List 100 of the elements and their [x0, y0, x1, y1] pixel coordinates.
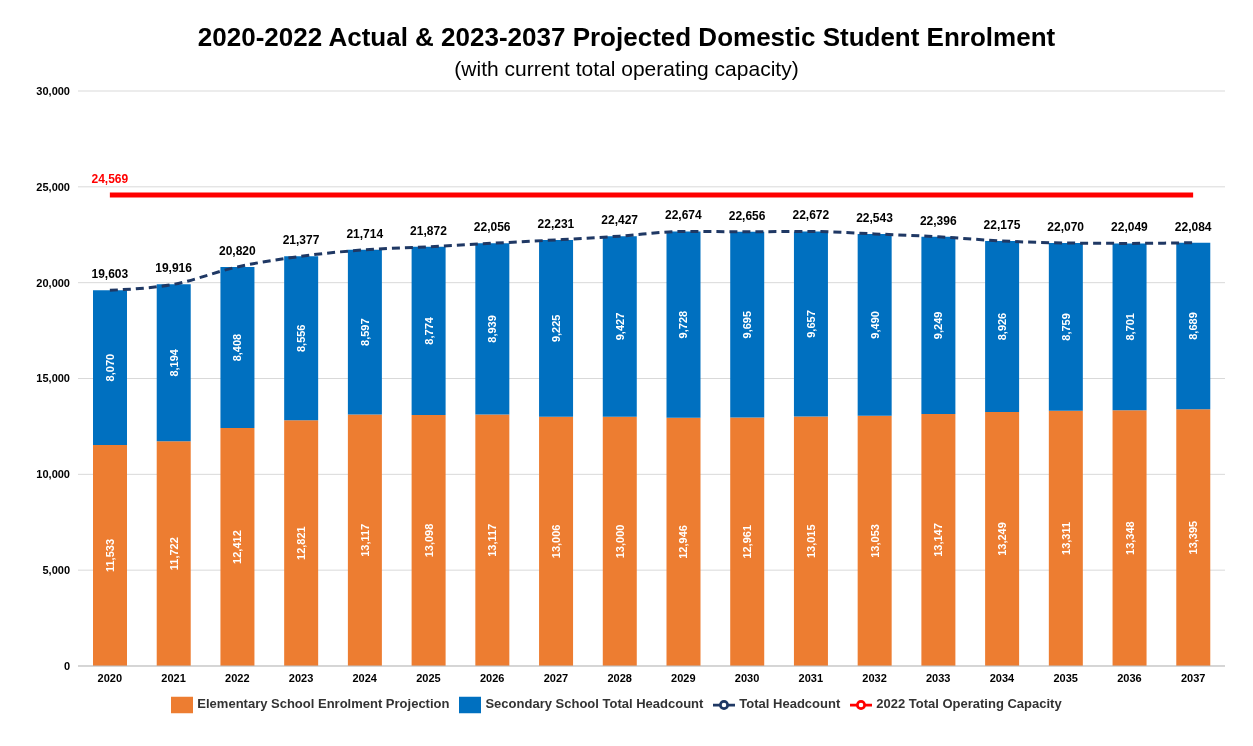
bar: [602, 236, 637, 417]
legend-label: Secondary School Total Headcount: [485, 696, 704, 712]
y-tick-label: 20,000: [36, 276, 70, 289]
data-label: 11,722: [167, 537, 180, 571]
data-label: 21,377: [282, 233, 320, 248]
data-label: 19,916: [155, 261, 193, 276]
data-label: 13,249: [996, 522, 1009, 556]
data-label: 22,656: [728, 208, 766, 223]
data-label: 8,774: [422, 316, 435, 345]
bar: [1112, 410, 1147, 666]
data-label: 9,427: [613, 312, 626, 341]
data-label: 8,556: [295, 324, 308, 353]
x-tick-label: 2022: [225, 671, 250, 684]
data-label: 22,084: [1174, 219, 1212, 234]
bar: [793, 231, 828, 417]
data-label: 9,225: [550, 314, 563, 343]
data-label: 22,672: [792, 208, 830, 223]
bar: [857, 415, 892, 666]
data-label: 13,311: [1059, 521, 1072, 555]
bar: [1112, 243, 1147, 411]
bar: [1048, 410, 1083, 666]
data-label: 22,674: [665, 208, 703, 223]
data-label: 13,117: [486, 523, 499, 557]
bar: [475, 414, 510, 666]
x-tick-label: 2037: [1180, 671, 1206, 684]
y-tick-label: 0: [63, 659, 70, 672]
data-label: 22,070: [1047, 219, 1085, 234]
legend-label: Elementary School Enrolment Projection: [197, 696, 450, 712]
bar: [475, 243, 510, 415]
x-tick-label: 2023: [288, 671, 314, 684]
data-label: 22,056: [473, 220, 511, 235]
data-label: 13,015: [804, 524, 817, 559]
bar: [93, 290, 127, 445]
data-label: 22,396: [919, 213, 957, 228]
data-label: 22,427: [601, 213, 639, 228]
data-label: 19,603: [91, 267, 129, 282]
bar: [985, 412, 1020, 666]
data-label: 20,820: [218, 243, 256, 258]
data-label: 13,348: [1123, 521, 1136, 555]
x-tick-label: 2030: [734, 671, 760, 684]
data-label: 22,543: [856, 210, 894, 225]
y-tick-label: 10,000: [36, 468, 70, 481]
bar: [857, 233, 892, 416]
bar: [347, 414, 382, 666]
data-label: 9,249: [932, 311, 945, 340]
bar: [1176, 242, 1211, 410]
data-label: 8,701: [1123, 313, 1136, 341]
bar: [539, 239, 574, 417]
bar: [411, 414, 446, 666]
bar: [220, 428, 255, 666]
bar: [666, 231, 701, 418]
x-tick-label: 2024: [352, 671, 378, 684]
data-label: 8,939: [486, 315, 499, 343]
data-label: 13,117: [358, 523, 371, 557]
data-label: 8,759: [1059, 313, 1072, 341]
data-label: 22,231: [537, 216, 575, 231]
bar: [347, 249, 382, 415]
y-tick-label: 25,000: [36, 180, 70, 193]
x-tick-label: 2020: [97, 671, 123, 684]
x-tick-label: 2033: [926, 671, 951, 684]
data-label: 8,597: [358, 318, 371, 346]
bar: [1048, 242, 1083, 411]
chart-title: 2020-2022 Actual & 2023-2037 Projected Domestic Student Enrolment: [196, 21, 1057, 53]
data-label: 8,926: [996, 312, 1009, 341]
bar: [156, 441, 191, 666]
chart-subtitle: (with current total operating capacity): [453, 57, 800, 81]
bar: [284, 420, 319, 666]
bar: [793, 416, 828, 666]
bar: [539, 416, 574, 666]
data-label: 13,000: [613, 524, 626, 559]
bar: [602, 416, 637, 666]
x-tick-label: 2032: [862, 671, 887, 684]
x-tick-label: 2036: [1117, 671, 1142, 684]
data-label: 12,412: [231, 530, 244, 564]
data-label: 12,946: [677, 525, 690, 559]
bar: [985, 240, 1020, 413]
x-tick-label: 2034: [989, 671, 1016, 684]
bar: [93, 444, 127, 666]
data-label: 9,695: [741, 310, 754, 339]
y-tick-label: 5,000: [42, 564, 70, 577]
bar: [411, 246, 446, 415]
data-label: 9,728: [677, 310, 690, 339]
data-label: 21,872: [410, 223, 448, 238]
data-label: 8,408: [231, 333, 244, 362]
data-label: 24,569: [91, 172, 129, 187]
legend-label: 2022 Total Operating Capacity: [876, 696, 1062, 712]
data-label: 13,147: [932, 523, 945, 557]
data-label: 8,689: [1187, 312, 1200, 340]
bar: [666, 417, 701, 666]
data-label: 13,098: [422, 523, 435, 558]
data-label: 11,533: [104, 538, 116, 572]
data-label: 13,395: [1187, 520, 1200, 555]
bar: [220, 266, 255, 429]
bar: [730, 231, 765, 418]
data-label: 9,490: [868, 311, 881, 339]
data-label: 12,821: [295, 526, 308, 560]
bar: [921, 236, 956, 415]
data-label: 22,049: [1111, 220, 1149, 235]
bar: [284, 256, 319, 421]
x-tick-label: 2027: [543, 671, 569, 684]
